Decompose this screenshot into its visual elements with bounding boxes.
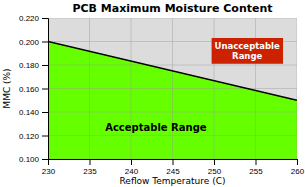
plot: 230 235 240 245 250 255 260 0.100 0.120 0.140 0.16… <box>19 14 305 176</box>
tick-mark <box>42 112 48 113</box>
tick-mark <box>214 159 215 165</box>
tick: 0.180 <box>19 61 48 70</box>
tick-label: 0.180 <box>19 61 40 70</box>
tick: 260 <box>291 159 305 176</box>
tick: 0.120 <box>19 132 48 141</box>
annotation: Acceptable Range <box>105 122 207 133</box>
tick-label: 0.160 <box>19 85 40 94</box>
tick-mark <box>256 159 257 165</box>
tick-mark <box>297 159 298 165</box>
tick-label: 0.100 <box>19 155 40 164</box>
x-axis: 230 235 240 245 250 255 260 <box>42 159 305 176</box>
annotations: Acceptable Range UnacceptableRange <box>105 38 283 133</box>
annotation-text: Acceptable Range <box>105 122 207 133</box>
tick-label: 240 <box>125 167 139 176</box>
tick: 235 <box>83 159 97 176</box>
tick-mark <box>173 159 174 165</box>
tick: 240 <box>125 159 139 176</box>
tick-label: 245 <box>166 167 180 176</box>
plot-area <box>48 18 297 159</box>
tick: 250 <box>208 159 222 176</box>
tick-mark <box>42 159 48 160</box>
y-axis: 0.100 0.120 0.140 0.160 0.180 0.200 0.220 <box>19 14 49 164</box>
tick-label: 0.140 <box>19 108 40 117</box>
tick-label: 260 <box>291 167 305 176</box>
tick: 0.220 <box>19 14 48 23</box>
grid-line <box>48 18 297 19</box>
axis-line <box>42 19 49 160</box>
axis-line <box>49 160 298 166</box>
tick-label: 235 <box>83 167 97 176</box>
grid-line <box>48 88 297 89</box>
grid-line <box>48 65 297 66</box>
tick-mark <box>42 18 48 19</box>
tick-mark <box>42 42 48 43</box>
annotation-text: UnacceptableRange <box>215 41 280 61</box>
tick: 245 <box>166 159 180 176</box>
tick-mark <box>90 159 91 165</box>
title: PCB Maximum Moisture Content <box>72 2 272 15</box>
x-axis-title: Reflow Temperature (C) <box>120 176 226 186</box>
tick-label: 0.200 <box>19 38 40 47</box>
tick-label: 250 <box>208 167 222 176</box>
tick: 255 <box>249 159 263 176</box>
tick: 0.100 <box>19 155 48 164</box>
grid-line <box>48 112 297 113</box>
annotation: UnacceptableRange <box>212 38 283 64</box>
tick-mark <box>42 89 48 90</box>
tick-label: 0.120 <box>19 132 40 141</box>
line <box>48 42 297 101</box>
y-axis-title: MMC (%) <box>2 68 12 108</box>
tick: 230 <box>42 159 56 176</box>
tick-mark <box>42 65 48 66</box>
tick: 0.200 <box>19 38 48 47</box>
grid-line <box>48 159 297 160</box>
chart: 230 235 240 245 250 255 260 0.100 0.120 0.140 0.16… <box>0 0 305 187</box>
tick: 0.140 <box>19 108 48 117</box>
tick-label: 230 <box>42 167 56 176</box>
tick: 0.160 <box>19 85 48 94</box>
plot-background <box>48 18 297 159</box>
annotation-box <box>212 38 283 64</box>
grid-line <box>48 135 297 136</box>
tick-mark <box>42 136 48 137</box>
tick-label: 255 <box>249 167 263 176</box>
tick-label: 0.220 <box>19 14 40 23</box>
tick-mark <box>131 159 132 165</box>
